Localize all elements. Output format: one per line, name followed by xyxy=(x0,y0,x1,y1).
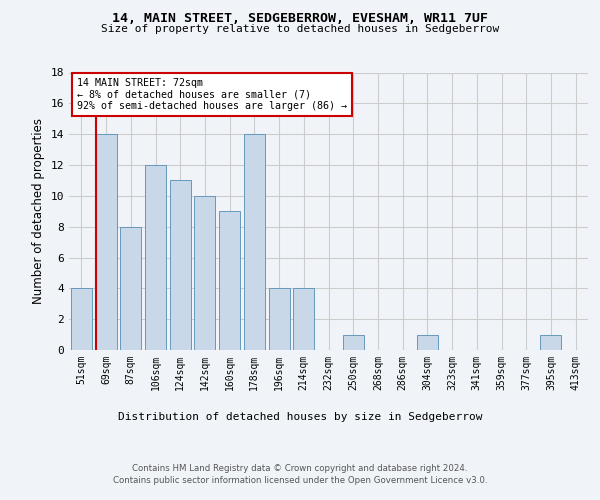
Bar xyxy=(120,226,141,350)
Text: 14, MAIN STREET, SEDGEBERROW, EVESHAM, WR11 7UF: 14, MAIN STREET, SEDGEBERROW, EVESHAM, W… xyxy=(112,12,488,26)
Text: Size of property relative to detached houses in Sedgeberrow: Size of property relative to detached ho… xyxy=(101,24,499,34)
Bar xyxy=(417,334,438,350)
Text: Distribution of detached houses by size in Sedgeberrow: Distribution of detached houses by size … xyxy=(118,412,482,422)
Bar xyxy=(170,180,191,350)
Text: Contains public sector information licensed under the Open Government Licence v3: Contains public sector information licen… xyxy=(113,476,487,485)
Bar xyxy=(219,211,240,350)
Bar xyxy=(244,134,265,350)
Bar xyxy=(71,288,92,350)
Bar xyxy=(293,288,314,350)
Bar xyxy=(194,196,215,350)
Y-axis label: Number of detached properties: Number of detached properties xyxy=(32,118,45,304)
Bar xyxy=(541,334,562,350)
Text: Contains HM Land Registry data © Crown copyright and database right 2024.: Contains HM Land Registry data © Crown c… xyxy=(132,464,468,473)
Bar xyxy=(95,134,116,350)
Text: 14 MAIN STREET: 72sqm
← 8% of detached houses are smaller (7)
92% of semi-detach: 14 MAIN STREET: 72sqm ← 8% of detached h… xyxy=(77,78,347,112)
Bar xyxy=(343,334,364,350)
Bar xyxy=(145,165,166,350)
Bar xyxy=(269,288,290,350)
